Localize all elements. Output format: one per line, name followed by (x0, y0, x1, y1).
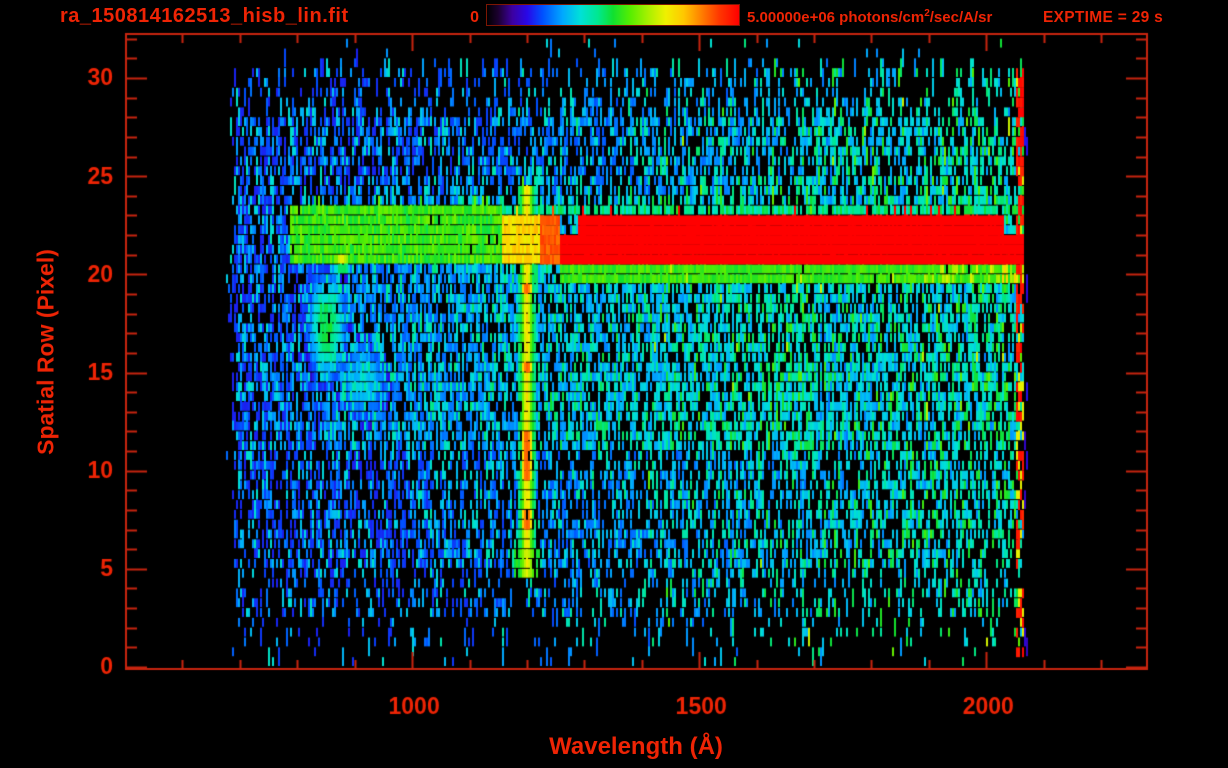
colorbar-max-label: 5.00000e+06 photons/cm2/sec/A/sr (747, 8, 993, 27)
colorbar-unit-suffix: /sec/A/sr (929, 9, 993, 26)
colorbar-unit-prefix: photons/cm (835, 9, 925, 26)
y-axis-title: Spatial Row (Pixel) (32, 249, 59, 455)
colorbar-min-label: 0 (470, 9, 479, 26)
colorbar-unit-superscript: 2 (924, 8, 930, 19)
exptime-label: EXPTIME = 29 s (1043, 9, 1164, 26)
colorbar-max-value: 5.00000e+06 (747, 9, 836, 26)
fits-file-title: ra_150814162513_hisb_lin.fit (60, 5, 349, 27)
x-axis-title: Wavelength (Å) (549, 733, 723, 760)
intensity-colorbar (486, 4, 740, 26)
